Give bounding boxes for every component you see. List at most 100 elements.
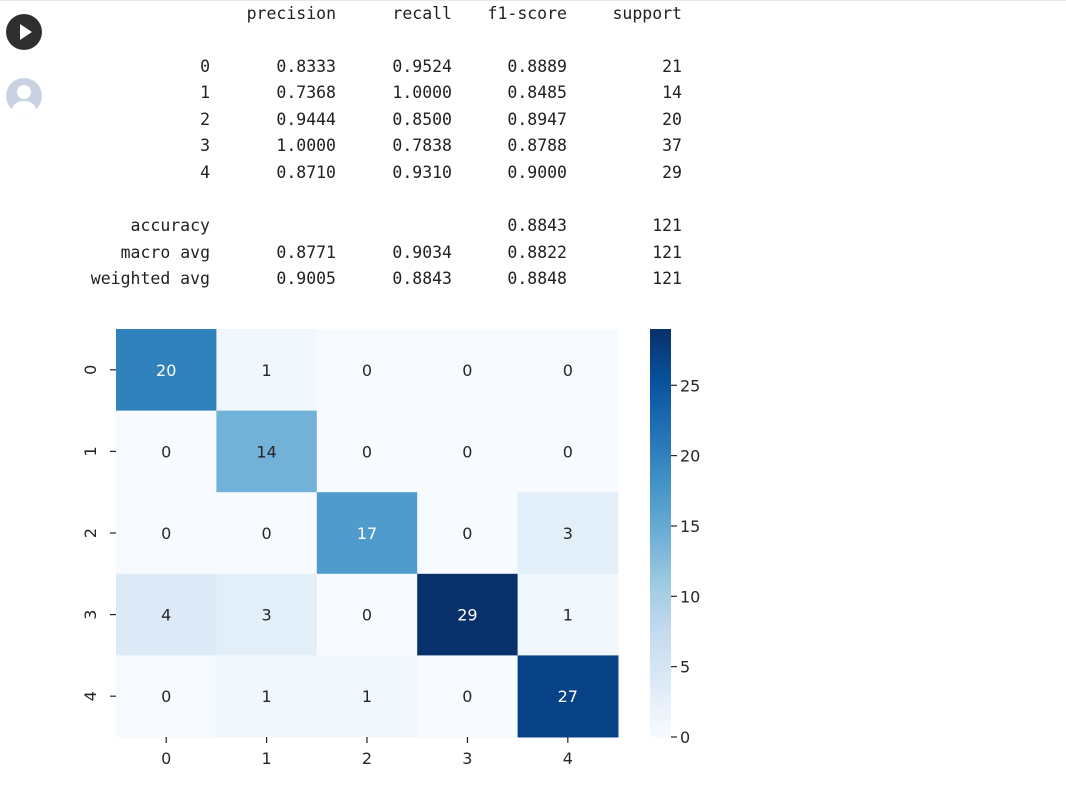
row-precision: 0.8710 — [276, 163, 336, 182]
cell-value-label: 20 — [156, 361, 176, 380]
play-icon — [20, 24, 32, 40]
row-f1-score: 0.8947 — [507, 110, 567, 129]
heatmap-cell — [116, 655, 217, 738]
row-support: 20 — [662, 110, 682, 129]
row-precision: 0.8333 — [276, 57, 336, 76]
x-tick-label: 2 — [362, 749, 372, 768]
summary-support: 121 — [652, 216, 682, 235]
heatmap-cell — [517, 655, 619, 738]
heatmap-cell — [116, 492, 217, 575]
row-label: 1 — [200, 83, 210, 102]
heatmap-cell — [116, 410, 217, 493]
colorbar — [650, 329, 671, 737]
row-support: 29 — [662, 163, 682, 182]
row-label: 0 — [200, 57, 210, 76]
cell-value-label: 14 — [256, 442, 276, 461]
y-tick-label: 0 — [81, 365, 100, 375]
colorbar-tick-label: 25 — [680, 376, 700, 395]
summary-f1-score: 0.8843 — [507, 216, 567, 235]
y-tick-label: 4 — [81, 691, 100, 701]
row-f1-score: 0.9000 — [507, 163, 567, 182]
colorbar-tick-label: 15 — [680, 517, 700, 536]
y-tick-label: 2 — [81, 528, 100, 538]
heatmap-cell — [316, 410, 418, 493]
summary-recall: 0.9034 — [392, 243, 452, 262]
row-support: 14 — [662, 83, 682, 102]
cell-value-label: 1 — [563, 606, 573, 625]
heatmap-cell — [216, 655, 318, 738]
heatmap-cell — [417, 655, 519, 738]
cell-value-label: 0 — [161, 687, 171, 706]
row-recall: 1.0000 — [392, 83, 452, 102]
summary-label: accuracy — [130, 216, 210, 235]
row-recall: 0.9310 — [392, 163, 452, 182]
heatmap-cell — [216, 410, 318, 493]
cell-value-label: 1 — [262, 361, 272, 380]
cell-value-label: 1 — [262, 687, 272, 706]
row-precision: 0.9444 — [276, 110, 336, 129]
y-tick-label: 1 — [81, 446, 100, 456]
header-f1-score: f1-score — [487, 4, 567, 23]
row-recall: 0.9524 — [392, 57, 452, 76]
x-tick-label: 4 — [563, 749, 573, 768]
row-recall: 0.7838 — [392, 136, 452, 155]
cell-value-label: 0 — [362, 442, 372, 461]
run-cell-button[interactable] — [6, 14, 42, 50]
row-label: 3 — [200, 136, 210, 155]
header-support: support — [612, 4, 682, 23]
summary-support: 121 — [652, 269, 682, 288]
x-tick-label: 3 — [462, 749, 472, 768]
heatmap-cell — [417, 410, 519, 493]
cell-value-label: 0 — [161, 442, 171, 461]
cell-value-label: 17 — [357, 524, 377, 543]
cell-value-label: 0 — [362, 606, 372, 625]
cell-value-label: 1 — [362, 687, 372, 706]
user-avatar-icon — [12, 85, 36, 114]
summary-precision: 0.8771 — [276, 243, 336, 262]
heatmap-cell — [116, 573, 217, 656]
row-support: 21 — [662, 57, 682, 76]
summary-f1-score: 0.8848 — [507, 269, 567, 288]
row-support: 37 — [662, 136, 682, 155]
cell-value-label: 0 — [563, 361, 573, 380]
heatmap-cell — [517, 329, 619, 412]
y-tick-label: 3 — [81, 610, 100, 620]
heatmap-cell — [517, 410, 619, 493]
cell-value-label: 0 — [362, 361, 372, 380]
heatmap-cell — [216, 329, 318, 412]
summary-recall: 0.8843 — [392, 269, 452, 288]
cell-value-label: 4 — [161, 606, 171, 625]
row-label: 4 — [200, 163, 210, 182]
cell-value-label: 0 — [462, 524, 472, 543]
cell-value-label: 0 — [462, 361, 472, 380]
colorbar-tick-label: 5 — [680, 658, 690, 677]
heatmap-cell — [417, 492, 519, 575]
heatmap-cell — [417, 329, 519, 412]
colorbar-tick-label: 10 — [680, 587, 700, 606]
row-f1-score: 0.8485 — [507, 83, 567, 102]
row-label: 2 — [200, 110, 210, 129]
x-tick-label: 0 — [161, 749, 171, 768]
cell-value-label: 3 — [262, 606, 272, 625]
summary-precision: 0.9005 — [276, 269, 336, 288]
header-precision: precision — [246, 4, 336, 23]
header-recall: recall — [392, 4, 452, 23]
summary-label: weighted avg — [90, 269, 210, 288]
heatmap-cell — [216, 573, 318, 656]
cell-value-label: 0 — [462, 687, 472, 706]
heatmap-cell — [316, 655, 418, 738]
heatmap-cell — [316, 329, 418, 412]
cell-value-label: 3 — [563, 524, 573, 543]
cell-value-label: 29 — [457, 606, 477, 625]
heatmap-cell — [316, 492, 418, 575]
row-precision: 1.0000 — [276, 136, 336, 155]
summary-support: 121 — [652, 243, 682, 262]
cell-value-label: 27 — [558, 687, 578, 706]
heatmap-cell — [216, 492, 318, 575]
row-f1-score: 0.8889 — [507, 57, 567, 76]
user-avatar — [6, 78, 42, 114]
cell-value-label: 0 — [161, 524, 171, 543]
cell-top-border — [0, 0, 1066, 1]
row-recall: 0.8500 — [392, 110, 452, 129]
